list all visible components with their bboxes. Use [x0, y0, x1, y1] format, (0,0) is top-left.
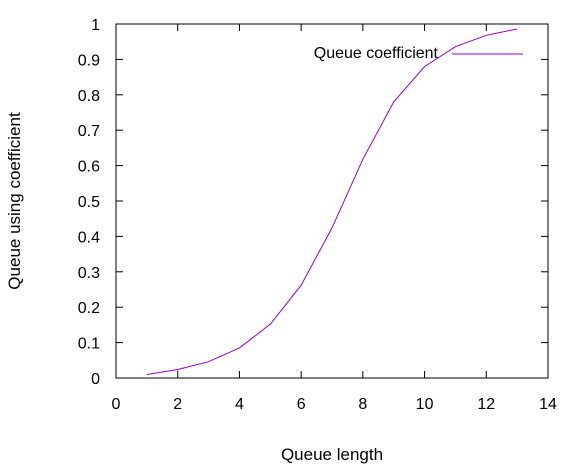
x-tick-label: 14 [539, 396, 557, 413]
y-axis-label: Queue using coefficient [5, 112, 24, 290]
x-tick-label: 8 [358, 396, 367, 413]
y-tick-label: 0.7 [78, 123, 100, 140]
y-tick-label: 0.5 [78, 194, 100, 211]
x-tick-label: 12 [477, 396, 495, 413]
y-axis-ticks: 0 0.1 0.2 0.3 0.4 0.5 0.6 0.7 0.8 0.9 1 [78, 17, 548, 388]
x-axis-label: Queue length [281, 445, 383, 464]
legend-label: Queue coefficient [314, 45, 439, 62]
y-tick-label: 0.2 [78, 300, 100, 317]
series-layer [147, 29, 517, 375]
x-tick-label: 0 [112, 396, 121, 413]
legend: Queue coefficient [314, 45, 523, 62]
x-axis-ticks: 0 2 4 6 8 10 12 14 [112, 24, 557, 413]
y-tick-label: 0.8 [78, 88, 100, 105]
y-tick-label: 0.9 [78, 52, 100, 69]
x-tick-label: 4 [235, 396, 244, 413]
y-tick-label: 0.1 [78, 336, 100, 353]
y-tick-label: 0 [91, 371, 100, 388]
y-tick-label: 0.4 [78, 229, 100, 246]
series-line [147, 29, 517, 375]
x-tick-label: 6 [297, 396, 306, 413]
x-tick-label: 2 [173, 396, 182, 413]
x-tick-label: 10 [416, 396, 434, 413]
plot-frame [116, 24, 548, 378]
y-tick-label: 1 [91, 17, 100, 34]
y-tick-label: 0.6 [78, 159, 100, 176]
y-tick-label: 0.3 [78, 265, 100, 282]
